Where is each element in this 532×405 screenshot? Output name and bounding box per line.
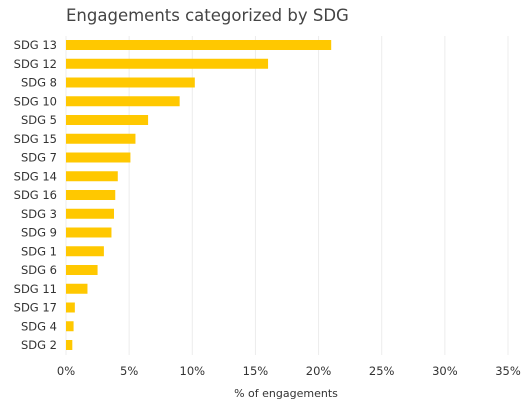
bar — [66, 265, 98, 275]
category-label: SDG 12 — [14, 57, 57, 71]
x-tick-label: 25% — [369, 364, 395, 378]
bar — [66, 58, 269, 69]
bar — [66, 40, 332, 50]
bar — [66, 171, 118, 182]
category-label: SDG 10 — [14, 94, 57, 108]
x-tick-label: 35% — [495, 364, 521, 378]
bar — [66, 246, 104, 257]
category-label: SDG 7 — [21, 151, 57, 165]
bar — [66, 321, 74, 332]
bar — [66, 208, 114, 219]
category-label: SDG 15 — [14, 132, 57, 146]
x-tick-label: 10% — [180, 364, 206, 378]
bar — [66, 115, 149, 125]
bar — [66, 96, 180, 107]
category-labels: SDG 13 SDG 12 SDG 8 SDG 10 SDG 5 SDG 15 SDG 7 S… — [14, 38, 57, 352]
bar — [66, 283, 88, 294]
x-tick-label: 0% — [57, 364, 75, 378]
x-tick-label: 30% — [432, 364, 458, 378]
x-tick-label: 5% — [120, 364, 138, 378]
category-label: SDG 8 — [21, 76, 57, 90]
category-label: SDG 5 — [21, 113, 57, 127]
category-label: SDG 9 — [21, 226, 57, 240]
bar — [66, 152, 131, 163]
category-label: SDG 14 — [14, 169, 57, 183]
category-label: SDG 13 — [14, 38, 57, 52]
x-tick-label: 15% — [243, 364, 269, 378]
category-label: SDG 17 — [14, 301, 57, 315]
category-label: SDG 6 — [21, 263, 57, 277]
category-label: SDG 1 — [21, 244, 57, 258]
category-label: SDG 16 — [14, 188, 57, 202]
x-tick-label: 20% — [306, 364, 332, 378]
category-label: SDG 3 — [21, 207, 57, 221]
bar — [66, 227, 112, 238]
bar — [66, 190, 116, 200]
chart-title: Engagements categorized by SDG — [66, 6, 349, 25]
category-label: SDG 4 — [21, 319, 57, 333]
bar — [66, 302, 75, 313]
category-label: SDG 2 — [21, 338, 57, 352]
category-label: SDG 11 — [14, 282, 57, 296]
bars — [66, 40, 332, 350]
x-tick-labels: 0% 5% 10% 15% 20% 25% 30% 35% — [57, 364, 521, 378]
bar — [66, 77, 195, 88]
x-axis-label: % of engagements — [234, 387, 338, 400]
bar — [66, 340, 73, 350]
bar — [66, 133, 136, 144]
